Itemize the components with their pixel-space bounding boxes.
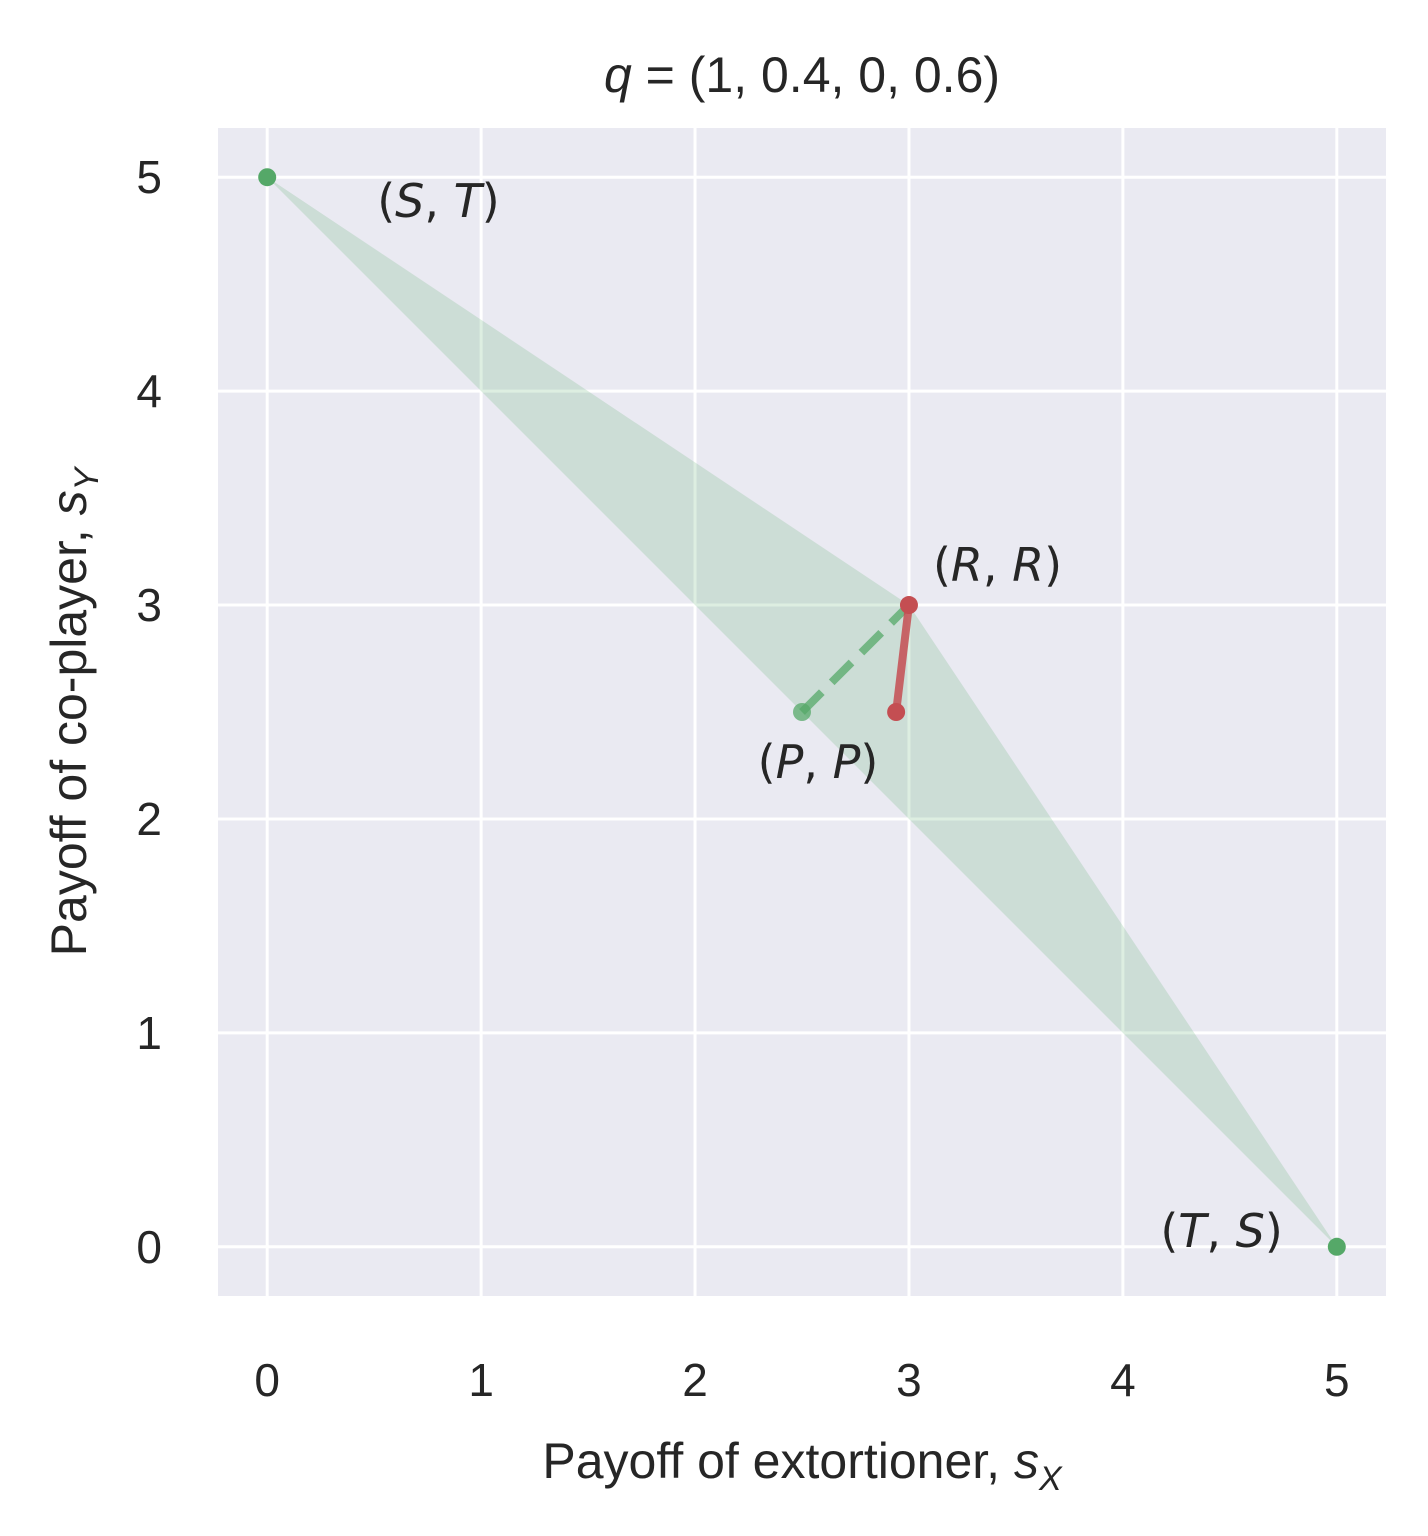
annotations: (S, T) (R, R) (P, P) (T, S) — [377, 174, 1283, 1258]
x-tick-label: 1 — [468, 1354, 494, 1406]
x-tick-label: 5 — [1324, 1354, 1350, 1406]
x-tick-label: 2 — [682, 1354, 708, 1406]
y-tick-label: 4 — [136, 365, 162, 417]
y-tick-label: 1 — [136, 1007, 162, 1059]
point-label: (R, R) — [933, 538, 1062, 592]
red-segment-end-point — [899, 596, 918, 615]
grid — [218, 128, 1386, 1296]
x-axis-label: Payoff of extortioner, sX — [542, 1433, 1063, 1498]
point-label: (P, P) — [758, 735, 879, 789]
y-axis-label: Payoff of co-player, sY — [41, 465, 106, 956]
y-tick-label: 0 — [136, 1221, 162, 1273]
corner-point — [258, 168, 277, 187]
y-tick-label: 2 — [136, 793, 162, 845]
green-dashed-segment — [799, 602, 912, 715]
marks — [258, 168, 1346, 1256]
x-tick-label: 0 — [254, 1354, 280, 1406]
chart-title: q = (1, 0.4, 0, 0.6) — [604, 47, 1000, 103]
corner-point — [1327, 1237, 1346, 1256]
tick-labels: 0 1 2 3 4 5 0 1 2 3 4 5 — [136, 151, 1349, 1406]
red-segment — [892, 601, 913, 716]
corner-point — [793, 703, 811, 721]
x-tick-label: 3 — [896, 1354, 922, 1406]
point-label: (S, T) — [377, 174, 499, 228]
y-tick-label: 5 — [136, 151, 162, 203]
point-label: (T, S) — [1160, 1204, 1282, 1258]
red-segment-start-point — [887, 703, 906, 721]
x-tick-label: 4 — [1110, 1354, 1136, 1406]
y-tick-label: 3 — [136, 579, 162, 631]
